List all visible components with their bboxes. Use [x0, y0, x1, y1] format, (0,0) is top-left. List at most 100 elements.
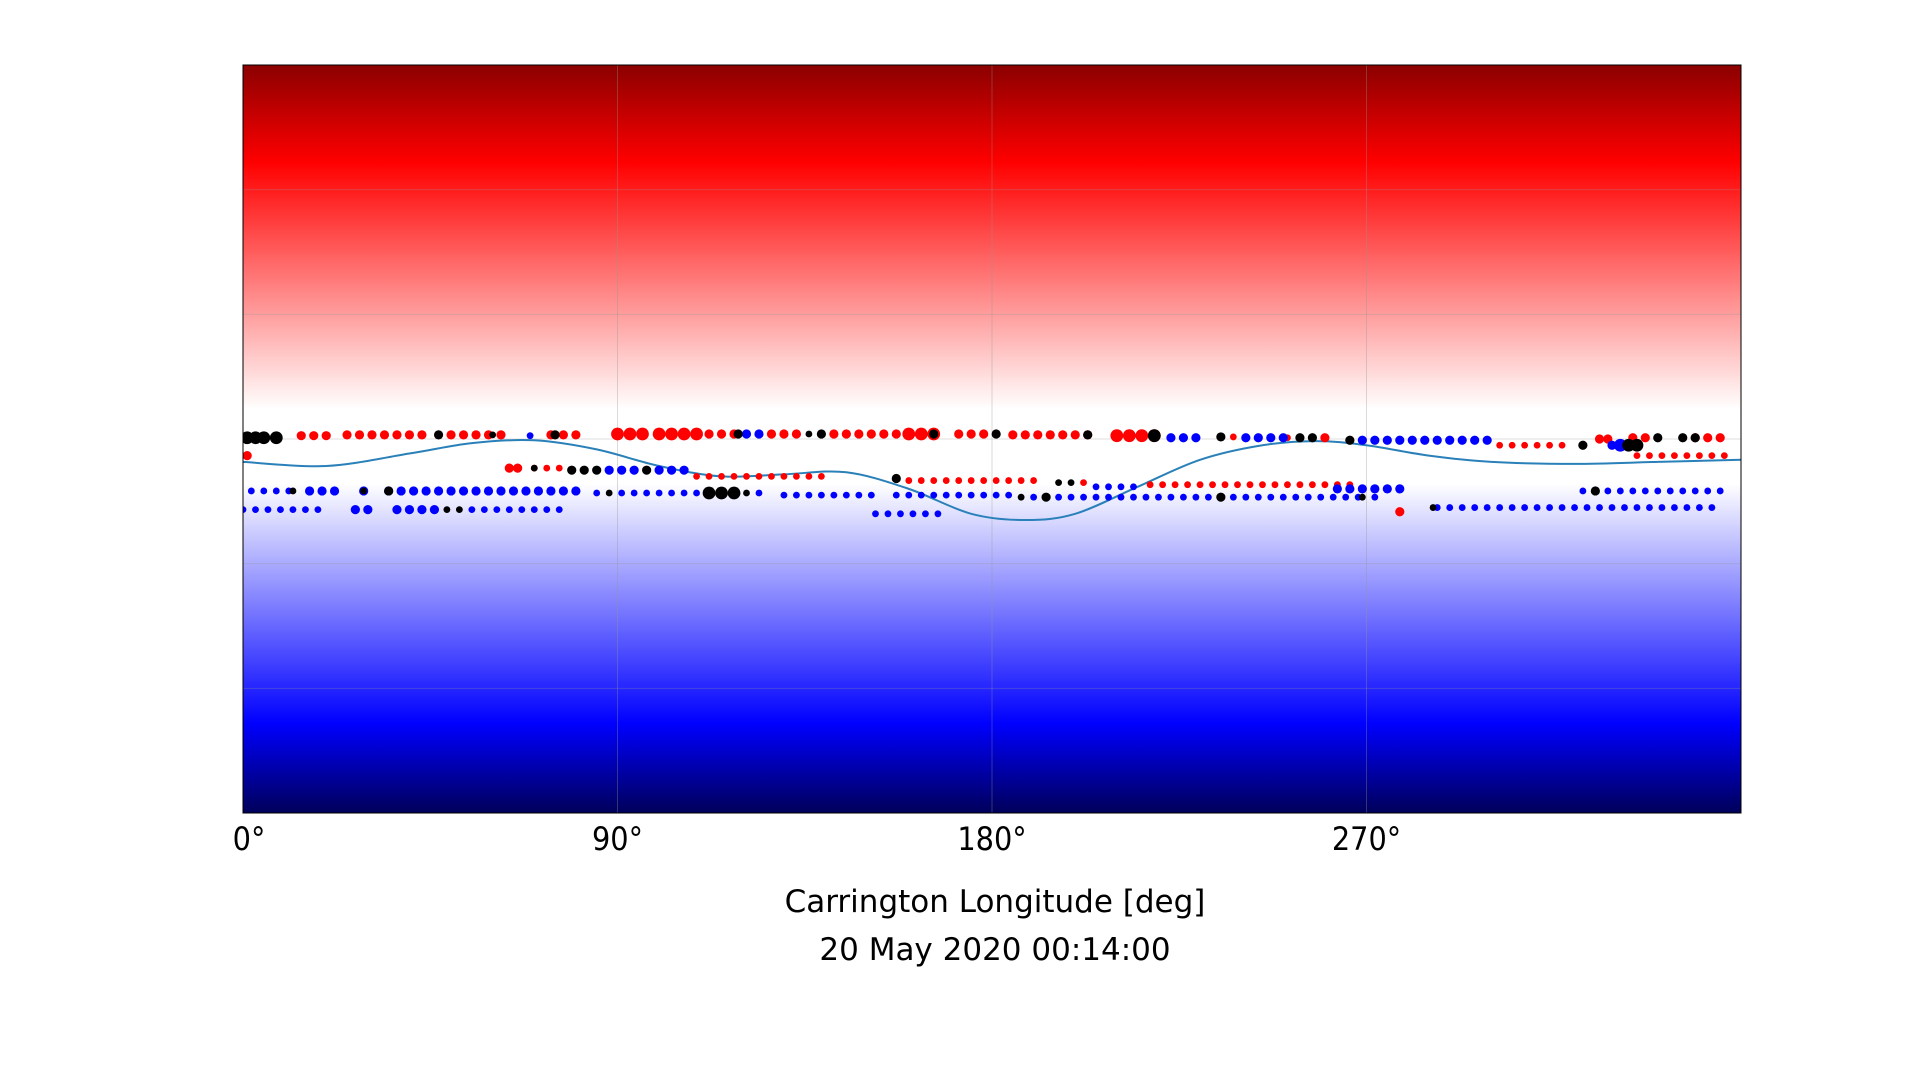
data-point-0-117: [1633, 452, 1641, 460]
data-point-1-171: [1646, 504, 1653, 511]
data-point-1-146: [543, 506, 551, 514]
data-point-0-88: [917, 477, 925, 484]
data-point-1-135: [363, 505, 373, 515]
data-point-0-1: [309, 431, 319, 441]
data-point-1-94: [1092, 493, 1100, 501]
x-tick-label-2: 180°: [957, 820, 1026, 858]
data-point-0-42: [979, 429, 989, 439]
data-point-1-104: [1229, 493, 1237, 501]
data-point-0-105: [1221, 481, 1229, 489]
data-point-1-33: [1332, 484, 1342, 494]
data-point-1-29: [1092, 483, 1100, 491]
data-point-0-66: [1640, 433, 1650, 443]
data-point-0-116: [1395, 507, 1405, 517]
data-point-1-53: [458, 486, 469, 496]
data-point-1-143: [505, 506, 513, 514]
data-point-0-101: [1171, 481, 1179, 489]
data-point-0-98: [1080, 479, 1087, 487]
data-point-0-75: [555, 464, 563, 472]
data-point-0-40: [954, 429, 964, 439]
data-point-1-39: [247, 487, 255, 495]
data-point-1-150: [897, 510, 904, 518]
data-point-1-60: [546, 486, 556, 496]
data-point-2-2: [257, 431, 271, 445]
data-point-1-141: [480, 506, 488, 514]
data-point-1-67: [655, 489, 663, 497]
data-point-1-138: [417, 505, 427, 515]
data-point-1-95: [1105, 493, 1112, 501]
data-point-1-56: [496, 486, 506, 496]
data-point-1-63: [593, 489, 601, 497]
data-point-1-90: [1030, 493, 1038, 501]
data-point-1-175: [1695, 504, 1703, 511]
data-point-2-21: [1653, 433, 1663, 443]
data-point-1-142: [493, 506, 501, 514]
data-point-0-58: [1508, 441, 1516, 449]
data-point-0-109: [1271, 481, 1279, 489]
data-point-2-42: [1216, 492, 1226, 502]
data-point-2-13: [1147, 429, 1161, 443]
data-point-0-76: [693, 473, 700, 480]
data-point-1-64: [618, 489, 626, 497]
data-point-1-109: [1292, 493, 1300, 501]
data-point-1-168: [1608, 504, 1616, 511]
data-point-0-77: [705, 473, 713, 480]
data-point-1-37: [1382, 484, 1392, 494]
data-point-0-38: [914, 427, 928, 441]
data-point-1-106: [1254, 493, 1262, 501]
data-point-0-4: [354, 430, 365, 440]
data-point-0-100: [1159, 481, 1167, 489]
data-point-1-7: [1253, 433, 1263, 443]
data-point-2-9: [816, 429, 826, 439]
data-point-2-34: [384, 486, 394, 496]
data-point-1-14: [1407, 435, 1417, 445]
data-point-0-0: [296, 431, 306, 441]
data-point-1-89: [1005, 491, 1013, 499]
data-point-2-35: [605, 489, 613, 497]
data-point-1-145: [530, 506, 538, 514]
data-point-1-130: [277, 506, 284, 514]
data-point-1-173: [1671, 504, 1678, 511]
x-tick-label-1: 90°: [592, 820, 643, 858]
data-point-1-160: [1508, 504, 1516, 511]
data-point-1-74: [805, 491, 813, 499]
data-point-1-12: [1382, 435, 1392, 445]
data-point-1-35: [1357, 484, 1367, 494]
data-point-1-103: [1204, 493, 1212, 501]
data-point-1-8: [1266, 433, 1276, 443]
data-point-2-32: [289, 487, 297, 495]
data-point-0-14: [496, 430, 506, 440]
data-point-1-122: [1666, 487, 1674, 495]
data-point-0-24: [690, 427, 703, 441]
data-point-1-28: [679, 465, 689, 475]
data-point-0-52: [1135, 429, 1149, 443]
data-point-2-16: [1307, 433, 1318, 443]
data-point-1-123: [1679, 487, 1687, 495]
data-point-1-83: [930, 491, 938, 499]
data-point-2-28: [642, 465, 652, 475]
data-point-1-80: [892, 491, 900, 499]
data-point-0-92: [967, 477, 975, 484]
data-point-0-21: [652, 427, 666, 441]
data-point-1-61: [558, 486, 569, 496]
data-point-1-91: [1055, 493, 1062, 501]
data-point-1-21: [1607, 440, 1617, 450]
chart-date: 20 May 2020 00:14:00: [819, 932, 1170, 968]
data-point-2-29: [891, 473, 901, 484]
data-point-0-47: [1058, 430, 1068, 440]
data-point-2-25: [567, 465, 577, 475]
data-point-0-120: [1671, 452, 1678, 460]
data-point-2-43: [1358, 493, 1366, 501]
data-point-0-72: [513, 463, 523, 473]
data-point-1-113: [1342, 493, 1350, 501]
data-point-1-87: [980, 491, 988, 499]
data-point-1-157: [1471, 504, 1479, 511]
data-point-1-54: [471, 486, 481, 496]
data-point-2-36: [702, 486, 716, 500]
data-point-2-8: [805, 430, 813, 438]
data-point-1-0: [526, 432, 534, 440]
data-point-2-39: [743, 489, 750, 497]
data-point-0-44: [1020, 430, 1030, 440]
x-tick-label-0: 0°: [233, 820, 266, 858]
data-point-0-87: [905, 477, 913, 484]
